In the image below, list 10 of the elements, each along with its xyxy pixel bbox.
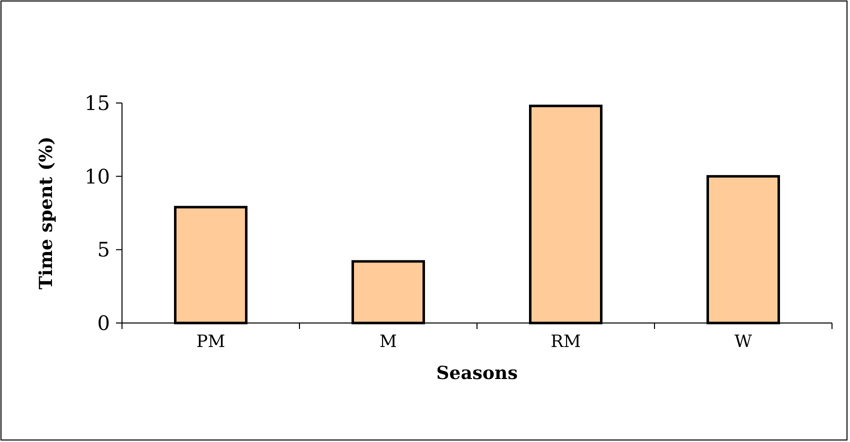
y-tick-label: 5 xyxy=(97,238,110,262)
x-tick-label: RM xyxy=(550,332,581,352)
y-tick-label: 15 xyxy=(84,91,110,115)
x-tick-label: W xyxy=(734,332,753,352)
x-tick-label: PM xyxy=(196,332,226,352)
y-tick-label: 0 xyxy=(97,311,110,335)
x-tick-label: M xyxy=(380,332,397,352)
x-axis-title: Seasons xyxy=(436,363,518,384)
y-axis-title: Time spent (%) xyxy=(36,136,57,290)
y-tick-label: 10 xyxy=(84,164,110,188)
